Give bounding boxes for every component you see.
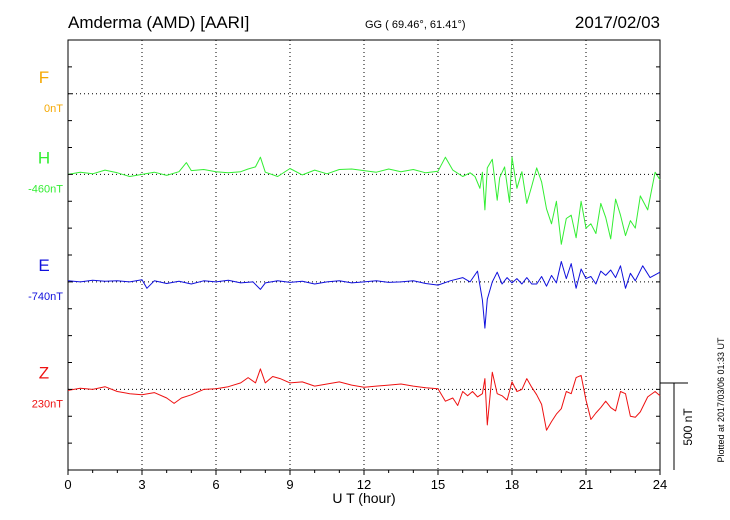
grid-layer [68,40,660,470]
x-tick-label: 0 [64,477,71,492]
series-baseline-h: -460nT [28,183,63,195]
x-tick-label: 6 [212,477,219,492]
series-baseline-f: 0nT [44,103,63,115]
x-axis-label: U T (hour) [332,490,395,506]
x-tick-label: 24 [653,477,667,492]
series-name-z: Z [39,363,49,382]
series-line-z [67,368,661,431]
date-label: 2017/02/03 [575,13,660,32]
series-line-h [67,156,661,245]
series-name-h: H [38,148,50,167]
x-tick-label: 15 [431,477,445,492]
series-baseline-z: 230nT [32,398,63,410]
scale-label: 500 nT [681,408,695,446]
coords-label: GG ( 69.46°, 61.41°) [365,19,466,31]
series-layer [67,156,661,431]
series-line-e [67,261,661,329]
series-name-f: F [39,68,49,87]
series-baseline-e: -740nT [28,291,63,303]
tick-layer: 0 3 6 9 12 15 18 21 24 [64,39,667,492]
x-tick-label: 21 [579,477,593,492]
x-tick-label: 9 [286,477,293,492]
x-tick-label: 3 [138,477,145,492]
series-name-e: E [38,256,49,275]
plotted-note: Plotted at 2017/03/06 01:33 UT [716,337,726,463]
x-tick-label: 12 [357,477,371,492]
scale-bar: 500 nT [660,382,695,470]
x-tick-label: 18 [505,477,519,492]
station-title: Amderma (AMD) [AARI] [68,13,249,32]
label-layer: F 0nT H -460nT E -740nT Z 230nT [28,68,63,411]
